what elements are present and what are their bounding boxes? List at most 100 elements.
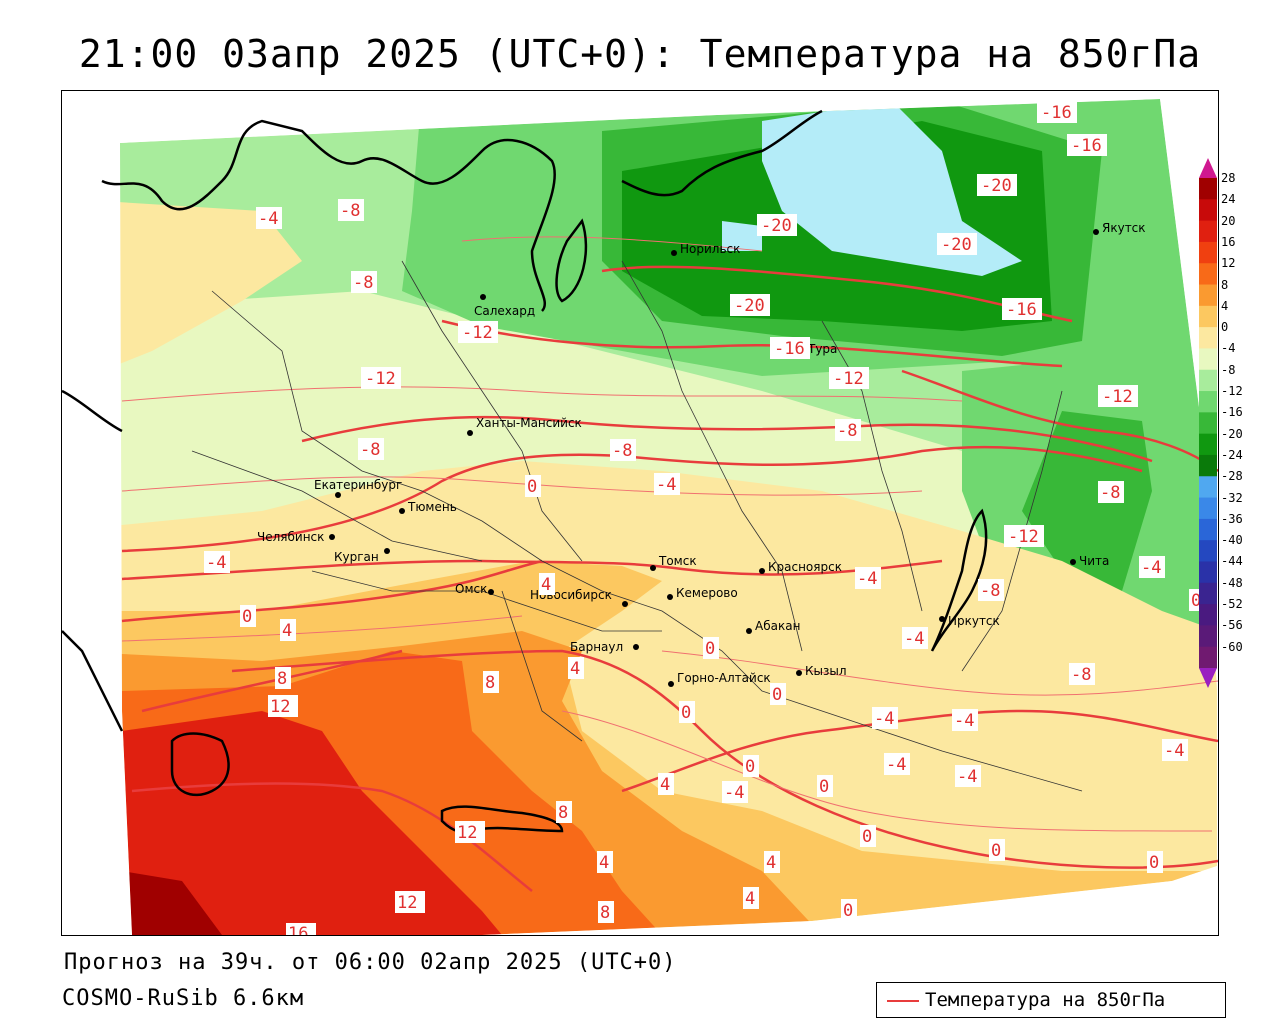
city-barnaul[interactable]: Барнаул bbox=[570, 640, 639, 654]
label-minus20: -20 bbox=[730, 294, 770, 316]
city-markers: Норильск Салехард Тура Якутск Ханты-Манс… bbox=[257, 221, 1146, 687]
legend-label: Температура на 850гПа bbox=[925, 989, 1166, 1011]
label-8: 8 bbox=[598, 901, 614, 923]
colorbar-tick-label: 8 bbox=[1221, 277, 1229, 292]
city-kurgan[interactable]: Курган bbox=[334, 548, 390, 564]
label-minus12: -12 bbox=[361, 367, 401, 389]
label-minus4: -4 bbox=[884, 753, 910, 775]
map-title: 21:00 03апр 2025 (UTC+0): Температура на… bbox=[78, 32, 1202, 76]
svg-text:Кызыл: Кызыл bbox=[805, 664, 847, 678]
svg-text:-4: -4 bbox=[874, 709, 894, 729]
label-minus8: -8 bbox=[978, 579, 1004, 601]
colorbar-tick-label: 0 bbox=[1221, 320, 1229, 335]
svg-text:-12: -12 bbox=[1008, 527, 1039, 547]
city-abakan[interactable]: Абакан bbox=[746, 619, 800, 634]
svg-text:-20: -20 bbox=[761, 216, 792, 236]
svg-text:0: 0 bbox=[1149, 853, 1159, 873]
colorbar-tick-label: -12 bbox=[1221, 384, 1243, 399]
svg-text:Барнаул: Барнаул bbox=[570, 640, 623, 654]
label-4: 4 bbox=[764, 851, 780, 873]
label-minus12: -12 bbox=[829, 367, 869, 389]
svg-text:0: 0 bbox=[681, 703, 691, 723]
svg-text:-12: -12 bbox=[462, 323, 493, 343]
svg-text:-4: -4 bbox=[656, 475, 676, 495]
city-omsk[interactable]: Омск bbox=[455, 582, 494, 596]
city-irkutsk[interactable]: Иркутск bbox=[939, 614, 1000, 628]
svg-text:-4: -4 bbox=[954, 711, 974, 731]
city-yakutsk[interactable]: Якутск bbox=[1093, 221, 1146, 235]
colorbar-tick-label: -60 bbox=[1221, 639, 1243, 654]
label-0: 0 bbox=[703, 637, 719, 659]
label-minus8: -8 bbox=[1098, 481, 1124, 503]
svg-text:0: 0 bbox=[1191, 591, 1201, 611]
label-minus4: -4 bbox=[1162, 739, 1188, 761]
svg-text:-16: -16 bbox=[1041, 103, 1072, 123]
colorbar-tick-label: 24 bbox=[1221, 192, 1236, 207]
svg-text:-4: -4 bbox=[886, 755, 906, 775]
colorbar-tick-label: -8 bbox=[1221, 362, 1236, 377]
svg-text:Курган: Курган bbox=[334, 550, 379, 564]
label-0: 0 bbox=[770, 683, 786, 705]
svg-text:Тюмень: Тюмень bbox=[407, 500, 457, 514]
temperature-field bbox=[120, 99, 1217, 935]
label-minus4: -4 bbox=[872, 707, 898, 729]
city-yekaterinburg[interactable]: Екатеринбург bbox=[314, 478, 402, 498]
label-0: 0 bbox=[525, 475, 541, 497]
city-tomsk[interactable]: Томск bbox=[650, 554, 697, 571]
colorbar-swatch bbox=[1199, 604, 1217, 626]
label-minus4: -4 bbox=[654, 473, 680, 495]
model-name: COSMO-RuSib 6.6км bbox=[62, 986, 305, 1011]
svg-text:Норильск: Норильск bbox=[680, 242, 740, 256]
city-khanty-mansiysk[interactable]: Ханты-Мансийск bbox=[467, 416, 582, 436]
city-kemerovo[interactable]: Кемерово bbox=[667, 586, 738, 600]
svg-text:-16: -16 bbox=[1006, 300, 1037, 320]
colorbar-tick-label: -32 bbox=[1221, 490, 1243, 505]
svg-text:-4: -4 bbox=[206, 553, 226, 573]
label-minus16: -16 bbox=[770, 337, 810, 359]
city-gorno-altaysk[interactable]: Горно-Алтайск bbox=[668, 671, 771, 687]
colorbar-tick-label: -28 bbox=[1221, 469, 1243, 484]
svg-text:-12: -12 bbox=[365, 369, 396, 389]
svg-text:-8: -8 bbox=[1071, 665, 1091, 685]
svg-text:-8: -8 bbox=[837, 421, 857, 441]
svg-text:-12: -12 bbox=[833, 369, 864, 389]
label-12: 12 bbox=[268, 695, 298, 717]
colorbar-tick-label: -36 bbox=[1221, 511, 1243, 526]
svg-text:12: 12 bbox=[270, 697, 290, 717]
city-chelyabinsk[interactable]: Челябинск bbox=[257, 530, 335, 544]
colorbar-swatch bbox=[1199, 646, 1217, 669]
colorbar-tick-label: 20 bbox=[1221, 213, 1236, 228]
label-4: 4 bbox=[658, 773, 674, 795]
city-tyumen[interactable]: Тюмень bbox=[399, 500, 457, 514]
label-minus8: -8 bbox=[338, 199, 364, 221]
label-12: 12 bbox=[395, 891, 425, 913]
label-8: 8 bbox=[483, 671, 499, 693]
city-kyzyl[interactable]: Кызыл bbox=[796, 664, 847, 678]
temperature-map[interactable]: Норильск Салехард Тура Якутск Ханты-Манс… bbox=[61, 90, 1219, 936]
svg-text:-8: -8 bbox=[353, 273, 373, 293]
label-0: 0 bbox=[1147, 851, 1163, 873]
colorbar-tick-label: -24 bbox=[1221, 447, 1243, 462]
svg-text:Томск: Томск bbox=[658, 554, 697, 568]
svg-text:0: 0 bbox=[991, 841, 1001, 861]
svg-text:0: 0 bbox=[705, 639, 715, 659]
label-minus8: -8 bbox=[351, 271, 377, 293]
colorbar-swatch bbox=[1199, 518, 1217, 541]
colorbar-swatch bbox=[1199, 284, 1217, 307]
colorbar-tick-label: 16 bbox=[1221, 234, 1236, 249]
svg-text:8: 8 bbox=[277, 669, 287, 689]
city-krasnoyarsk[interactable]: Красноярск bbox=[759, 560, 842, 574]
label-minus4: -4 bbox=[902, 627, 928, 649]
city-salekhard[interactable]: Салехард bbox=[474, 294, 535, 318]
city-norilsk[interactable]: Норильск bbox=[671, 242, 740, 256]
colorbar-swatch bbox=[1199, 561, 1217, 584]
colorbar-swatch bbox=[1199, 497, 1217, 520]
svg-text:0: 0 bbox=[527, 477, 537, 497]
colorbar-swatch bbox=[1199, 263, 1217, 286]
label-4: 4 bbox=[280, 619, 296, 641]
city-chita[interactable]: Чита bbox=[1070, 554, 1109, 568]
colorbar-swatch bbox=[1199, 305, 1217, 328]
svg-text:12: 12 bbox=[397, 893, 417, 913]
label-minus4: -4 bbox=[1139, 556, 1165, 578]
svg-text:-4: -4 bbox=[1164, 741, 1184, 761]
